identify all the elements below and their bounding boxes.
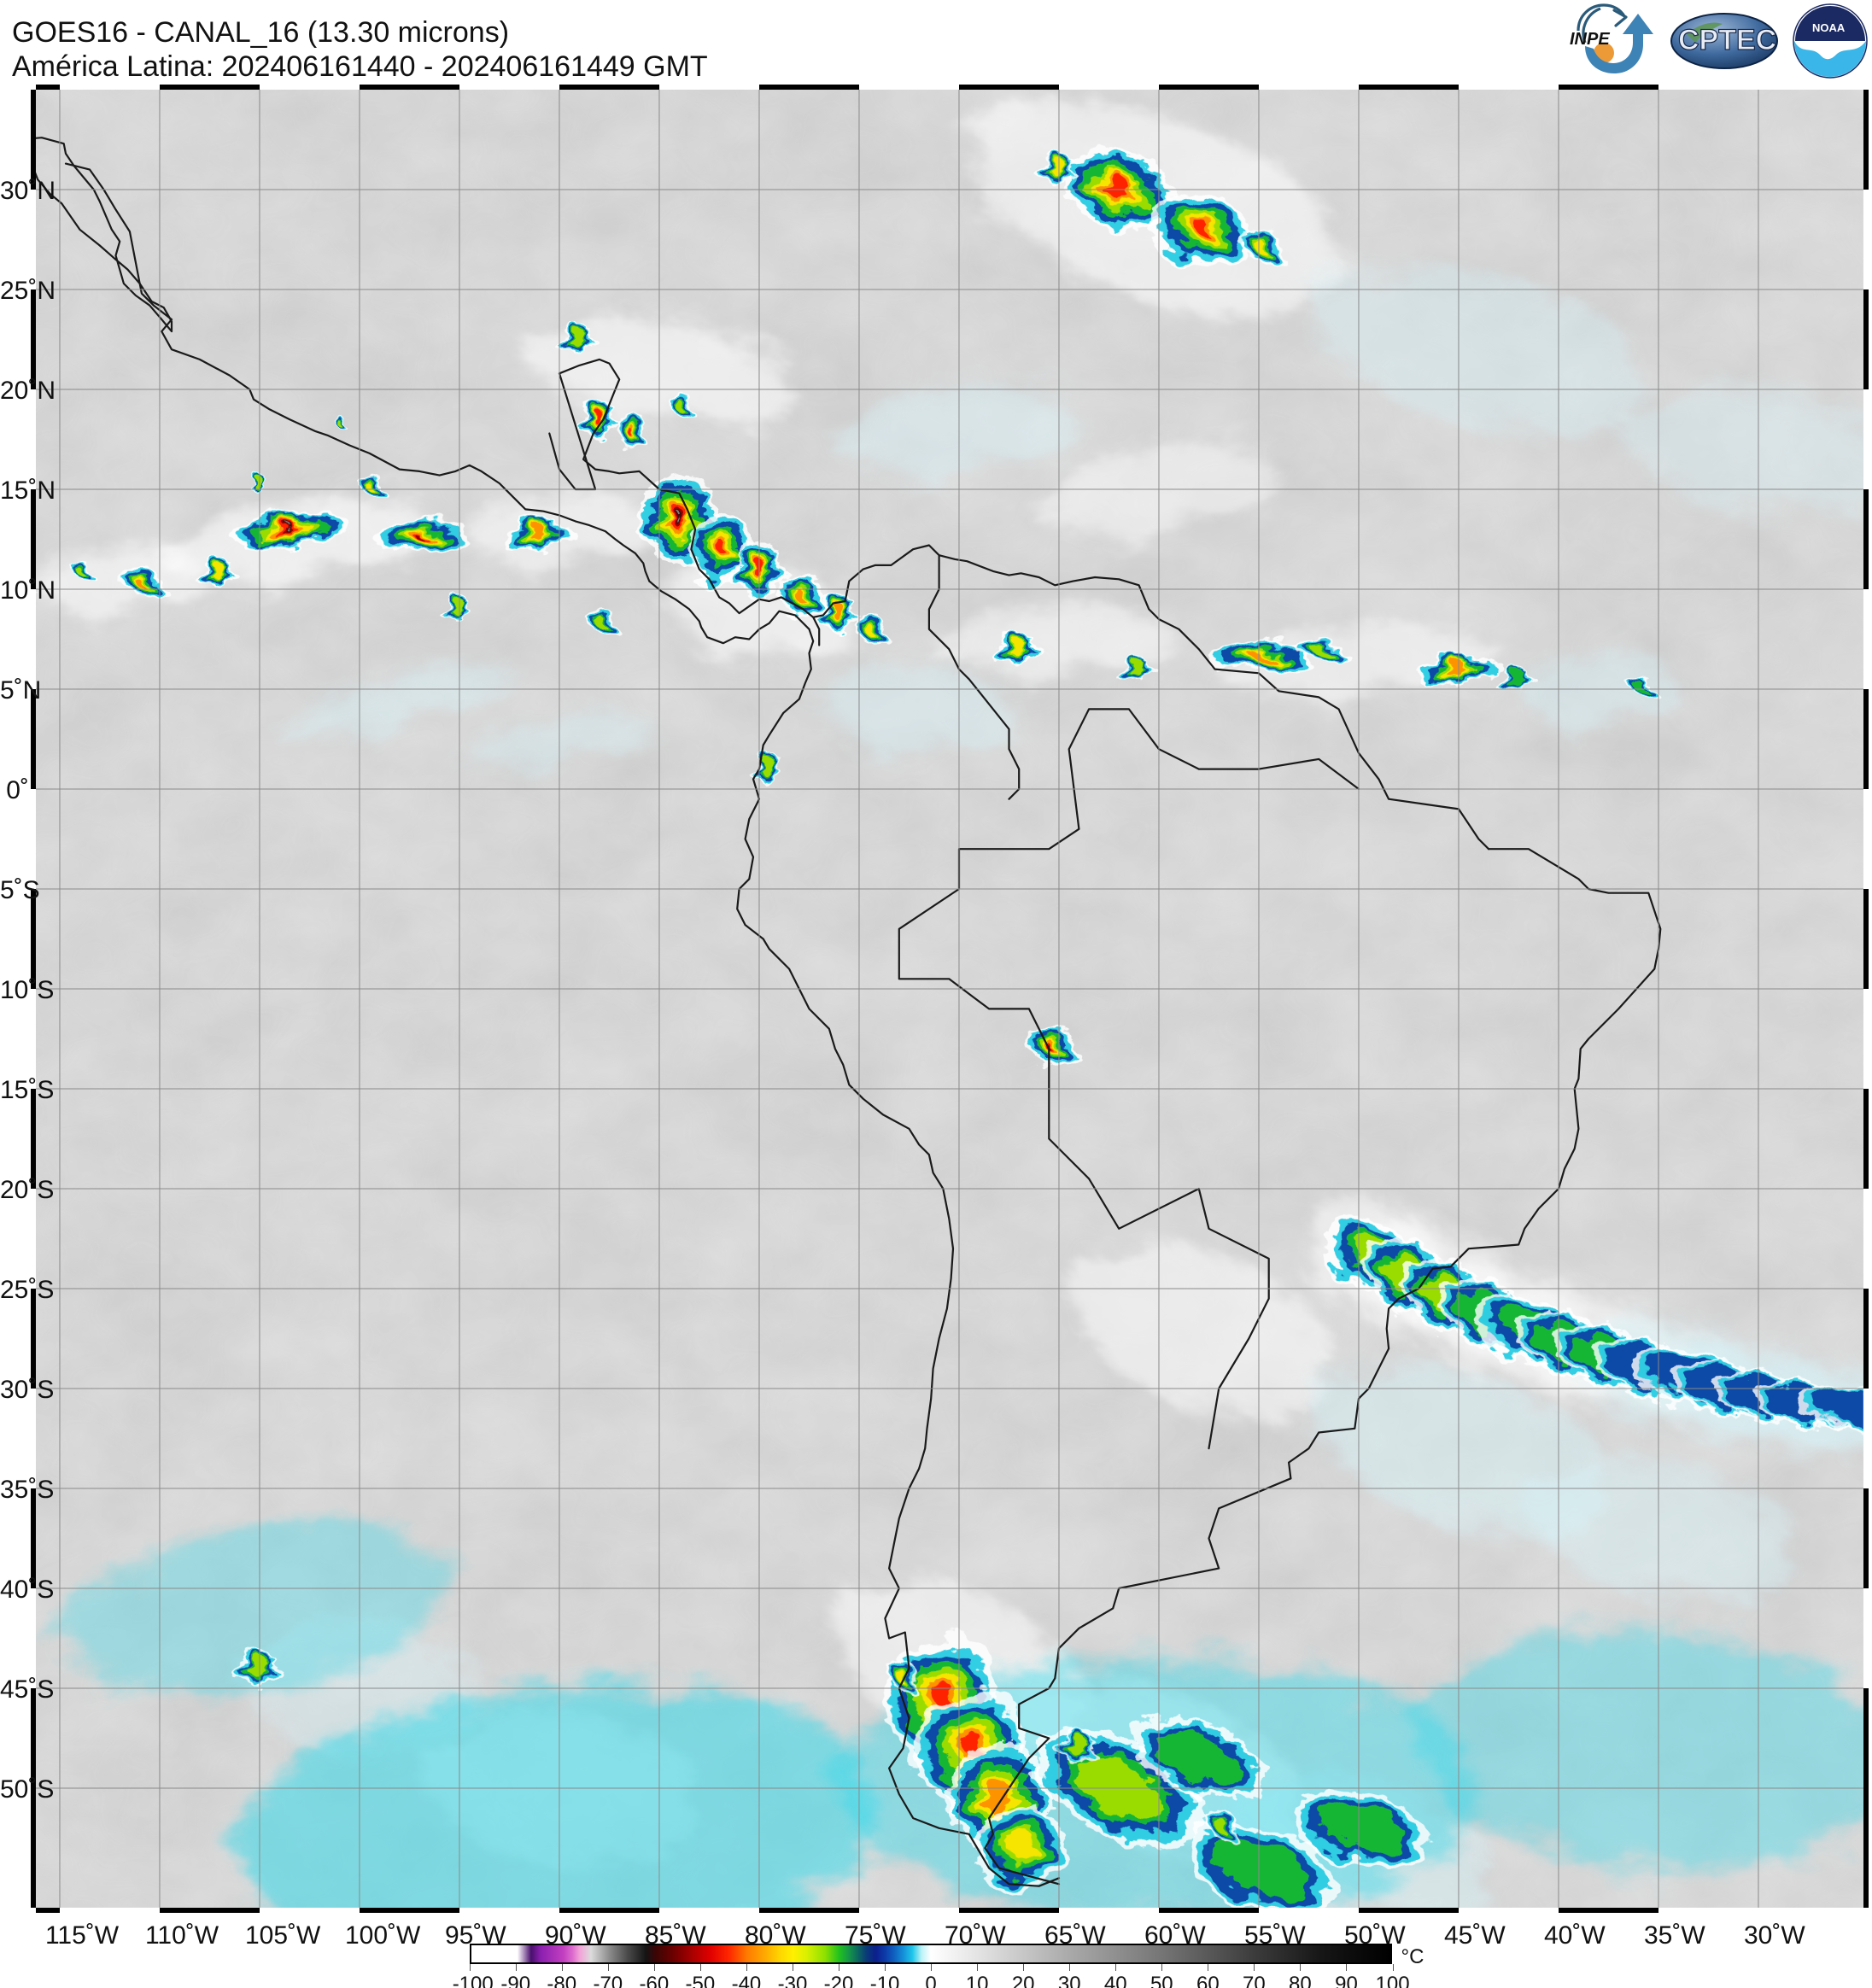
svg-text:INPE: INPE — [1570, 30, 1610, 49]
svg-text:NOAA: NOAA — [1812, 21, 1846, 34]
svg-text:CPTEC: CPTEC — [1678, 24, 1776, 56]
